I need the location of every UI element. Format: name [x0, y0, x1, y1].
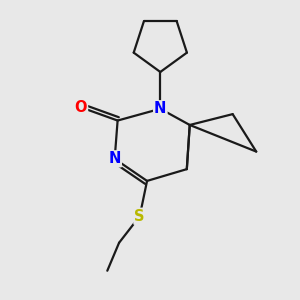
Text: N: N	[109, 151, 121, 166]
Text: S: S	[134, 209, 145, 224]
Text: O: O	[75, 100, 87, 115]
Text: N: N	[154, 101, 167, 116]
